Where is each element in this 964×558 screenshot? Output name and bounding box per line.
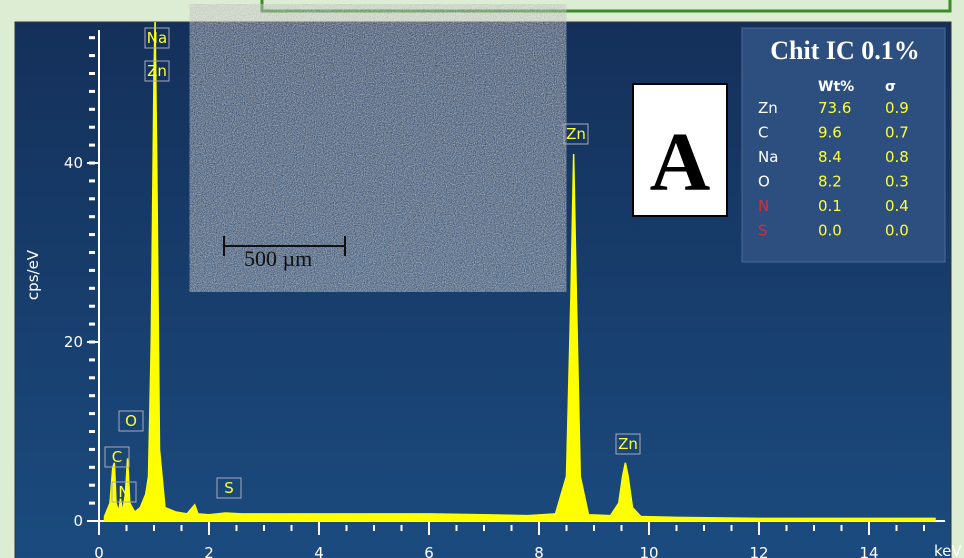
y-tick-label: 0: [73, 512, 83, 530]
value-cell: 9.6: [818, 124, 842, 142]
value-cell: 0.4: [885, 197, 909, 215]
value-cell: 0.7: [885, 124, 909, 142]
peak-label: S: [224, 479, 234, 497]
x-tick-label: 10: [639, 544, 658, 558]
value-cell: 8.4: [818, 148, 842, 166]
y-axis-label: cps/eV: [24, 249, 42, 300]
top-bar: [262, 0, 950, 11]
element-cell: N: [758, 197, 769, 215]
x-tick-label: 14: [859, 544, 878, 558]
table-title: Chit IC 0.1%: [770, 36, 920, 65]
element-cell: Zn: [758, 99, 778, 117]
peak-label: Na: [147, 29, 167, 47]
value-cell: 0.1: [818, 197, 842, 215]
element-cell: C: [758, 124, 768, 142]
peak-label: N: [118, 483, 129, 501]
y-tick-label: 40: [64, 154, 83, 172]
value-cell: 0.3: [885, 173, 909, 191]
value-cell: 0.0: [818, 222, 842, 240]
x-tick-label: 6: [424, 544, 434, 558]
element-cell: O: [758, 173, 770, 191]
peak-label: C: [112, 448, 122, 466]
x-tick-label: 12: [749, 544, 768, 558]
page: {"chart_data": {"type": "line", "y_label…: [0, 0, 964, 558]
table-header: Wt%: [818, 79, 854, 95]
value-cell: 0.0: [885, 222, 909, 240]
element-cell: Na: [758, 148, 778, 166]
x-tick-label: 8: [534, 544, 544, 558]
panel-letter: A: [650, 116, 711, 209]
scale-bar-label: 500 µm: [244, 246, 312, 271]
y-tick-label: 20: [64, 333, 83, 351]
peak-label: Zn: [618, 435, 638, 453]
value-cell: 8.2: [818, 173, 842, 191]
value-cell: 0.8: [885, 148, 909, 166]
value-cell: 0.9: [885, 99, 909, 117]
peak-label: O: [125, 412, 137, 430]
table-header: σ: [885, 79, 896, 95]
sem-image: [221, 28, 535, 268]
value-cell: 73.6: [818, 99, 851, 117]
chart: 500 µm A cps/eV keV Chit IC 0.1% Wt% σ Z…: [0, 0, 964, 558]
x-tick-label: 0: [94, 544, 104, 558]
x-axis-unit: keV: [934, 542, 962, 558]
x-tick-label: 2: [204, 544, 214, 558]
element-cell: S: [758, 222, 768, 240]
inset-image: 500 µm: [221, 28, 535, 271]
peak-label: Zn: [147, 62, 167, 80]
results-table: Chit IC 0.1% Wt% σ Zn 73.6 0.9 C 9.6 0.7 Na 8.4…: [742, 28, 945, 262]
x-tick-label: 4: [314, 544, 324, 558]
peak-label: Zn: [566, 125, 586, 143]
